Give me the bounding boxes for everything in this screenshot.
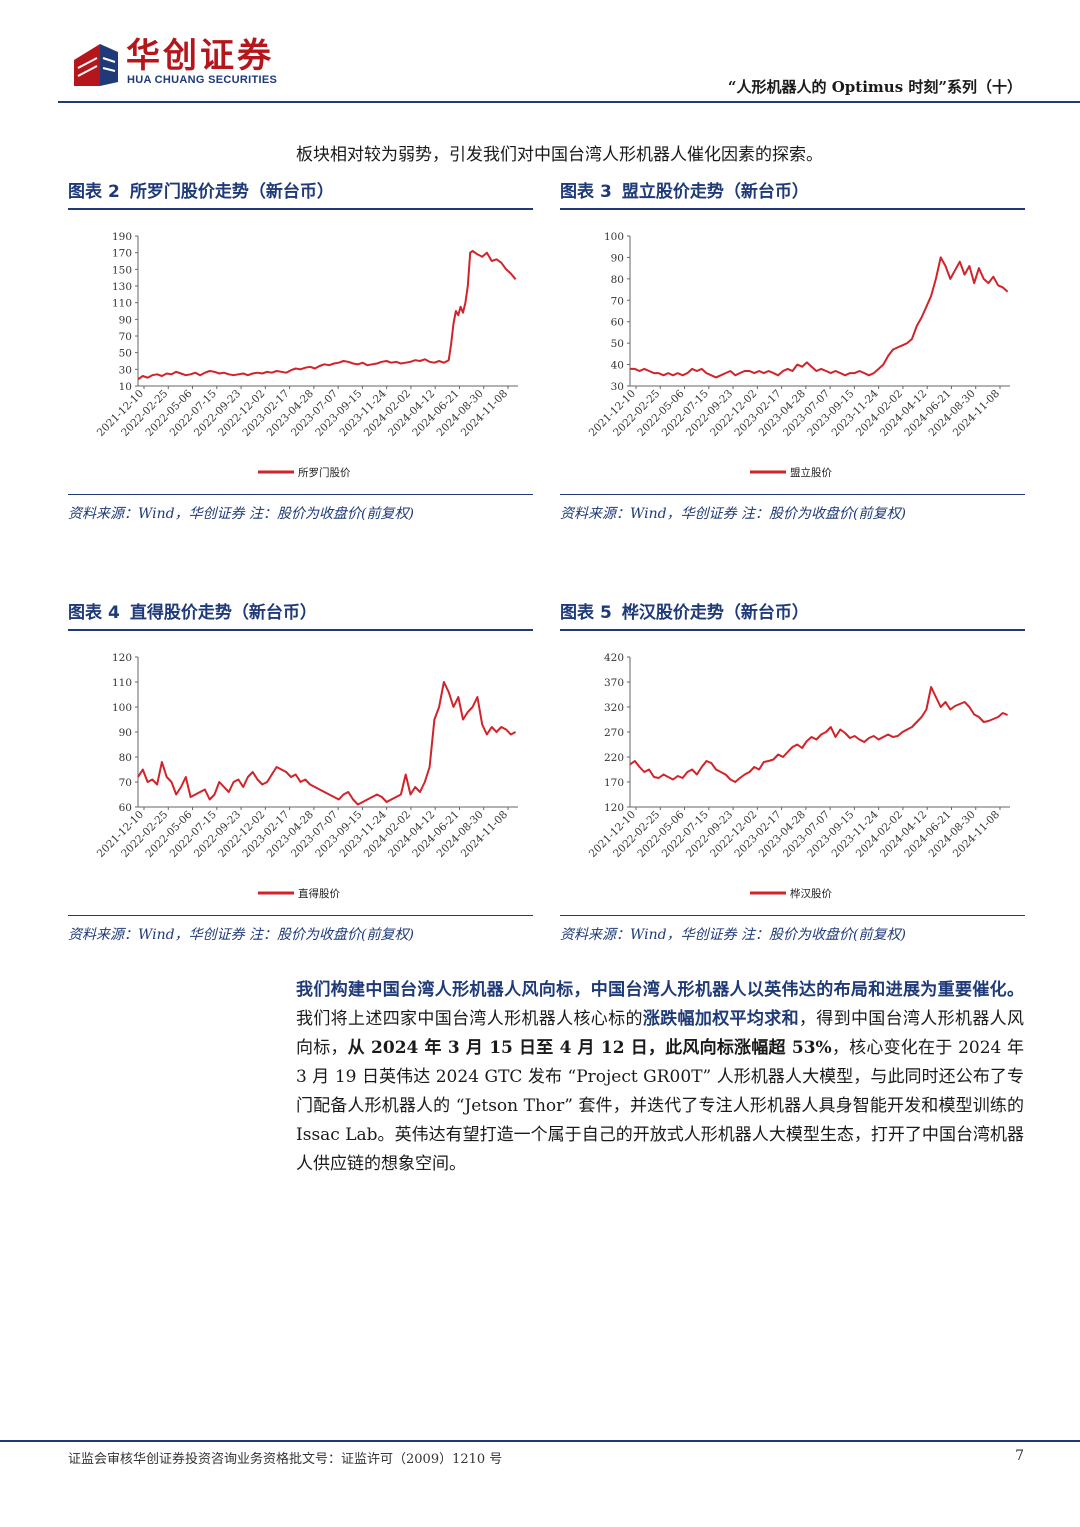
y-tick-label: 70 [119, 331, 132, 343]
chieftek-price-chart: 607080901001101202021-12-102022-02-25202… [95, 652, 518, 900]
figure-caption: 桦汉股价走势（新台币） [621, 603, 809, 623]
page-number: 7 [1015, 1448, 1024, 1464]
paragraph-text: 我们将上述四家中国台湾人形机器人核心标的 [296, 1009, 643, 1029]
footer-license-text: 证监会审核华创证券投资咨询业务资格批文号：证监许可（2009）1210 号 [68, 1452, 503, 1467]
y-tick-label: 170 [604, 777, 624, 789]
figure-bottom-rule [560, 494, 1025, 495]
y-tick-label: 90 [611, 252, 624, 264]
y-tick-label: 70 [119, 777, 132, 789]
y-tick-label: 220 [604, 752, 624, 764]
y-tick-label: 60 [119, 802, 132, 814]
legend-label: 桦汉股价 [790, 887, 832, 900]
advantech-price-chart: 1201702202703203704202021-12-102022-02-2… [587, 652, 1010, 900]
paragraph-highlight: 我们构建中国台湾人形机器人风向标，中国台湾人形机器人以英伟达的布局和进展为重要催… [296, 980, 1024, 1000]
paragraph-text: ，核心变化在于 2024 年 3 月 19 日英伟达 2024 GTC 发布 “… [296, 1038, 1024, 1174]
body-paragraph: 我们构建中国台湾人形机器人风向标，中国台湾人形机器人以英伟达的布局和进展为重要催… [296, 976, 1024, 1179]
mirle-price-chart: 304050607080901002021-12-102022-02-25202… [587, 231, 1010, 479]
figure-2: 图表 2 所罗门股价走势（新台币） 10 30 50 70 90 110 130 150 170 19… [68, 178, 533, 523]
figure-title: 图表 2 所罗门股价走势（新台币） [68, 178, 533, 208]
y-tick-label: 80 [119, 752, 132, 764]
paragraph-bold: 涨跌幅加权平均求和 [642, 1009, 799, 1029]
brand-name-cn: 华创证券 [126, 36, 274, 76]
y-tick-label: 190 [112, 231, 132, 243]
y-tick-label: 370 [604, 677, 624, 689]
figure-label: 图表 [68, 182, 102, 202]
figure-label: 图表 [560, 182, 594, 202]
legend-label: 盟立股价 [790, 466, 832, 479]
y-tick-label: 90 [119, 314, 132, 326]
figure-source: 资料来源：Wind，华创证券 注：股价为收盘价(前复权) [560, 927, 906, 943]
y-tick-label: 120 [604, 802, 624, 814]
y-tick-label: 420 [604, 652, 624, 664]
figure-number: 4 [108, 603, 120, 623]
figure-4: 图表 4 直得股价走势（新台币） 60 70 80 90 100 110 120 2021-12-… [68, 599, 533, 944]
y-tick-label: 270 [604, 727, 624, 739]
y-tick-label: 100 [604, 231, 624, 243]
hua-chuang-logo-icon [74, 44, 118, 86]
y-tick-label: 80 [611, 274, 624, 286]
y-tick-label: 50 [119, 348, 132, 360]
figure-top-rule [68, 629, 533, 631]
y-tick-label: 40 [611, 360, 624, 372]
paragraph-bold: 从 2024 年 3 月 15 日至 4 月 12 日，此风向标涨幅超 53% [347, 1038, 832, 1058]
footer-divider [0, 1440, 1080, 1442]
y-tick-label: 30 [119, 364, 132, 376]
price-series-line [137, 250, 517, 381]
solomon-price-chart: 10305070901101301501701902021-12-102022-… [95, 231, 518, 479]
y-tick-label: 120 [112, 652, 132, 664]
y-tick-label: 60 [611, 317, 624, 329]
figure-source: 资料来源：Wind，华创证券 注：股价为收盘价(前复权) [68, 506, 414, 522]
price-series-line [137, 681, 517, 806]
figure-number: 3 [600, 182, 612, 202]
header-divider [58, 101, 1080, 103]
figure-top-rule [560, 629, 1025, 631]
series-title: “人形机器人的 Optimus 时刻”系列（十） [727, 78, 1022, 96]
price-series-line [629, 686, 1008, 783]
y-tick-label: 70 [611, 295, 624, 307]
y-tick-label: 110 [112, 298, 132, 310]
figure-3: 图表 3 盟立股价走势（新台币） 30 40 50 60 70 80 90 100 2021-12-… [560, 178, 1025, 523]
y-tick-label: 150 [112, 264, 132, 276]
figure-title: 图表 3 盟立股价走势（新台币） [560, 178, 1025, 208]
figure-caption: 盟立股价走势（新台币） [621, 182, 809, 202]
figure-number: 2 [108, 182, 120, 202]
page-header: 华创证券 HUA CHUANG SECURITIES “人形机器人的 Optim… [0, 0, 1080, 104]
figure-bottom-rule [68, 494, 533, 495]
y-tick-label: 320 [604, 702, 624, 714]
figure-caption: 直得股价走势（新台币） [129, 603, 317, 623]
figure-top-rule [68, 208, 533, 210]
figure-bottom-rule [68, 915, 533, 916]
figure-number: 5 [600, 603, 612, 623]
figure-bottom-rule [560, 915, 1025, 916]
legend-label: 直得股价 [298, 887, 340, 900]
y-tick-label: 110 [112, 677, 132, 689]
figure-title: 图表 5 桦汉股价走势（新台币） [560, 599, 1025, 629]
figure-caption: 所罗门股价走势（新台币） [129, 182, 334, 202]
y-tick-label: 130 [112, 281, 132, 293]
figure-label: 图表 [68, 603, 102, 623]
y-tick-label: 100 [112, 702, 132, 714]
y-tick-label: 90 [119, 727, 132, 739]
figure-title: 图表 4 直得股价走势（新台币） [68, 599, 533, 629]
figure-source: 资料来源：Wind，华创证券 注：股价为收盘价(前复权) [68, 927, 414, 943]
legend-label: 所罗门股价 [298, 466, 351, 479]
intro-text: 板块相对较为弱势，引发我们对中国台湾人形机器人催化因素的探索。 [296, 145, 823, 165]
y-tick-label: 50 [611, 338, 624, 350]
y-tick-label: 30 [611, 381, 624, 393]
paragraph-text: ，得到中国台湾人形机器人风向标， [296, 1009, 1025, 1058]
price-series-line [630, 256, 1009, 379]
figure-source: 资料来源：Wind，华创证券 注：股价为收盘价(前复权) [560, 506, 906, 522]
y-tick-label: 10 [119, 381, 132, 393]
figure-5: 图表 5 桦汉股价走势（新台币） 120 170 220 270 320 370 420 2021… [560, 599, 1025, 944]
figure-label: 图表 [560, 603, 594, 623]
brand-name-en: HUA CHUANG SECURITIES [127, 74, 278, 86]
figure-top-rule [560, 208, 1025, 210]
y-tick-label: 170 [112, 248, 132, 260]
